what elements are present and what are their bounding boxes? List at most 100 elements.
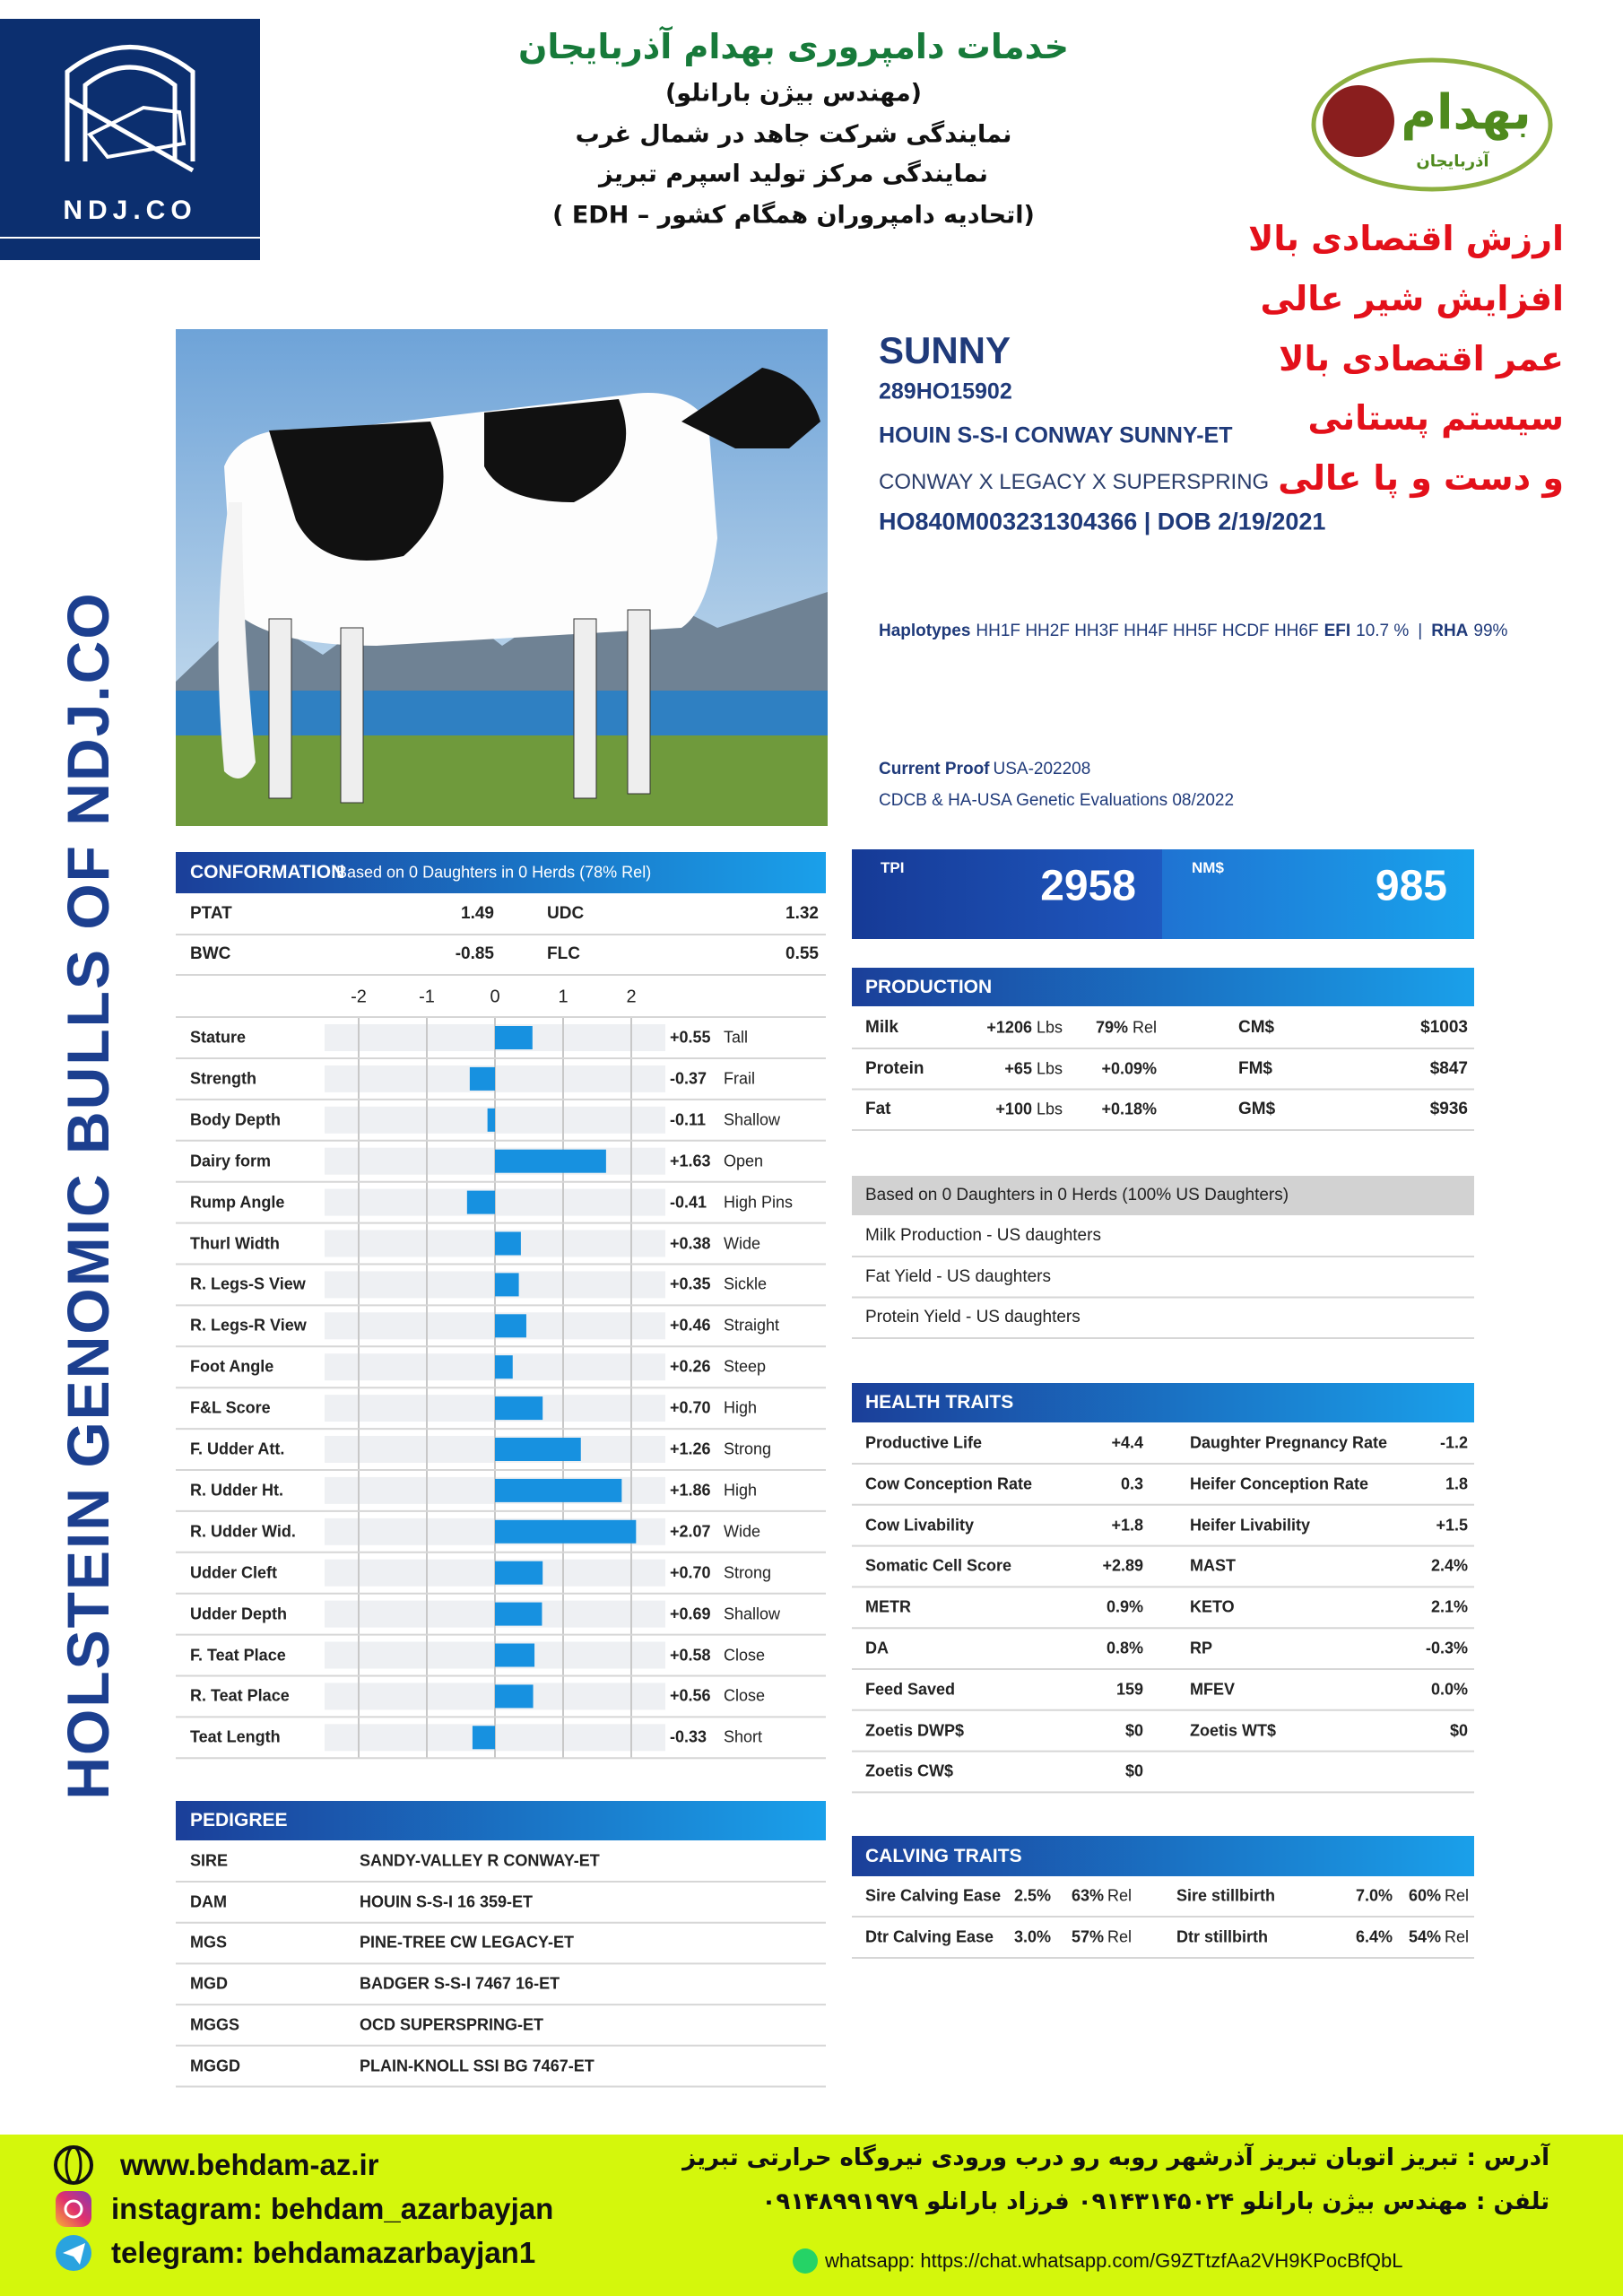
calving-value: 6.4% <box>1355 1927 1393 1946</box>
trait-bar <box>495 1438 581 1461</box>
prod-rel: 79% Rel <box>1096 1019 1157 1038</box>
proof-note: CDCB & HA-USA Genetic Evaluations 08/202… <box>879 791 1235 810</box>
prod-number: +1206 <box>986 1018 1032 1037</box>
trait-value: -0.11 <box>670 1110 707 1129</box>
bull-pedigree-line: CONWAY X LEGACY X SUPERSPRING <box>879 470 1270 494</box>
nm-box <box>1162 849 1474 939</box>
trait-desc: Sickle <box>724 1274 768 1293</box>
us-row: Milk Production - US daughters <box>865 1226 1101 1245</box>
photo-cow-legs <box>268 609 651 804</box>
calving-header <box>852 1836 1474 1876</box>
trait-desc: Frail <box>724 1069 755 1088</box>
footer-address: آدرس : تبریز اتوبان تبریز آذرشهر روبه رو… <box>682 2144 1549 2171</box>
pedigree-header <box>176 1801 826 1840</box>
prod-index-value: $936 <box>1429 1100 1468 1118</box>
trait-value: +2.07 <box>670 1522 711 1541</box>
trait-bar <box>495 1149 606 1173</box>
us-header <box>852 1176 1474 1215</box>
prod-rel: +0.09% <box>1101 1059 1157 1078</box>
trait-desc: Shallow <box>724 1110 781 1129</box>
health-trait: MFEV <box>1190 1680 1236 1699</box>
trait-value: +0.58 <box>670 1646 711 1664</box>
prod-number: +100 <box>995 1100 1032 1118</box>
logo-left-icon <box>65 45 195 173</box>
calving-trait: Dtr Calving Ease <box>865 1927 994 1946</box>
prod-index: FM$ <box>1238 1058 1272 1078</box>
slogan: عمر اقتصادی بالا <box>1279 339 1564 378</box>
summary-label: PTAT <box>190 904 232 923</box>
rel-number: 63% <box>1072 1886 1105 1905</box>
health-trait: Heifer Conception Rate <box>1190 1474 1369 1493</box>
conformation-header <box>176 852 826 893</box>
bull-code: 289HO15902 <box>879 378 1012 404</box>
x-tick-label: 1 <box>558 987 568 1007</box>
prod-rel-number: 79% <box>1095 1018 1128 1037</box>
x-tick-label: 2 <box>626 987 637 1007</box>
health-value: $0 <box>1124 1721 1143 1740</box>
trait-name: F. Teat Place <box>190 1646 286 1664</box>
health-trait: Zoetis WT$ <box>1190 1721 1277 1740</box>
health-value: 1.8 <box>1445 1474 1468 1493</box>
index-label: NM$ <box>1192 859 1224 876</box>
efi-value: 10.7 % <box>1356 622 1410 640</box>
health-value: 2.1% <box>1430 1597 1468 1616</box>
efi-label: EFI <box>1324 622 1351 640</box>
us-title: Based on 0 Daughters in 0 Herds (100% US… <box>865 1186 1289 1205</box>
trait-bar <box>495 1602 542 1626</box>
health-trait: Cow Livability <box>865 1516 975 1535</box>
rel-unit: Rel <box>1445 1927 1470 1946</box>
calving-value: 7.0% <box>1355 1886 1393 1905</box>
trait-bar <box>495 1355 513 1379</box>
logo-left-text: NDJ.CO <box>63 196 197 225</box>
trait-value: +0.70 <box>670 1563 711 1582</box>
rel-unit: Rel <box>1107 1886 1133 1905</box>
proof-label: Current Proof <box>879 760 990 778</box>
trait-name: Thurl Width <box>190 1234 280 1252</box>
photo-cow-tail <box>218 502 256 778</box>
health-value: +2.89 <box>1102 1556 1143 1575</box>
rel-number: 60% <box>1409 1886 1442 1905</box>
health-value: 159 <box>1115 1680 1143 1699</box>
trait-bar <box>469 1066 495 1091</box>
trait-value: +0.56 <box>670 1686 711 1705</box>
slogan: و دست و پا عالی <box>1278 458 1564 498</box>
us-row: Protein Yield - US daughters <box>865 1308 1081 1326</box>
trait-value: +0.35 <box>670 1274 711 1293</box>
trait-bar <box>495 1561 543 1585</box>
cow-photo <box>176 329 828 826</box>
trait-bar <box>495 1314 526 1338</box>
trait-desc: High <box>724 1398 758 1417</box>
prod-rel: +0.18% <box>1101 1100 1157 1119</box>
trait-value: +1.63 <box>670 1152 711 1170</box>
trait-desc: Tall <box>724 1028 749 1047</box>
health-value: -0.3% <box>1425 1639 1468 1657</box>
x-tick-label: -2 <box>351 987 367 1007</box>
section-title: PRODUCTION <box>865 977 993 997</box>
health-trait: Zoetis CW$ <box>865 1761 954 1780</box>
rel-unit: Rel <box>1107 1927 1133 1946</box>
trait-bar <box>495 1684 534 1709</box>
pedigree-label: DAM <box>190 1892 227 1911</box>
bull-full-name: HOUIN S-S-I CONWAY SUNNY-ET <box>879 422 1233 448</box>
summary-value: -0.85 <box>455 944 494 963</box>
prod-unit: Lbs <box>1036 1100 1063 1118</box>
trait-bar <box>487 1108 495 1132</box>
trait-bar <box>495 1643 535 1667</box>
section-subtitle: Based on 0 Daughters in 0 Herds (78% Rel… <box>336 863 652 882</box>
trait-name: Rump Angle <box>190 1193 285 1212</box>
haplo-sep: | <box>1418 622 1423 640</box>
telegram-icon-plane <box>63 2243 85 2265</box>
health-value: $0 <box>1124 1761 1143 1780</box>
health-trait: Zoetis DWP$ <box>865 1721 965 1740</box>
health-trait: Daughter Pregnancy Rate <box>1190 1433 1388 1452</box>
health-value: -1.2 <box>1439 1433 1468 1452</box>
health-trait: Feed Saved <box>865 1680 956 1699</box>
rel-unit: Rel <box>1445 1886 1470 1905</box>
trait-desc: Strong <box>724 1439 772 1458</box>
health-trait: MAST <box>1190 1556 1236 1575</box>
trait-name: Udder Cleft <box>190 1563 278 1582</box>
calving-rel: 63% Rel <box>1072 1887 1132 1906</box>
x-tick-label: -1 <box>419 987 435 1007</box>
trait-bar <box>495 1026 533 1049</box>
